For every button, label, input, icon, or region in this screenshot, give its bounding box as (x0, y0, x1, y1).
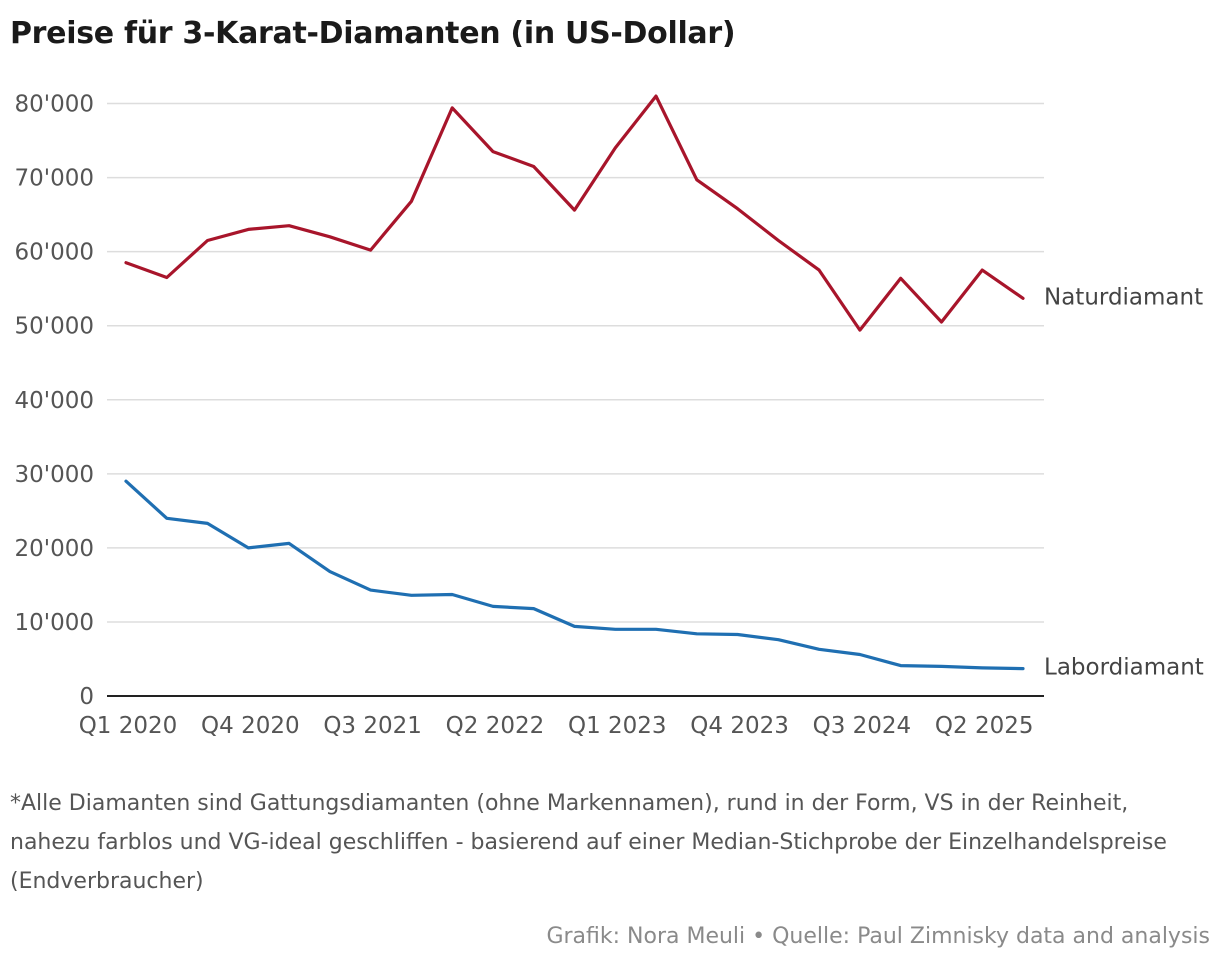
x-tick-label: Q3 2021 (323, 713, 422, 739)
series-lines (124, 94, 1025, 671)
x-tick-label: Q3 2024 (813, 713, 912, 739)
x-axis-ticks: Q1 2020 Q4 2020 Q3 2021 Q2 2022 Q1 2023 Q4 20… (79, 713, 1034, 739)
y-axis-ticks: 0 10'000 20'000 30'000 40'000 50'000 60'000 70'… (15, 92, 95, 711)
series-label-labordiamant: Labordiamant (1044, 655, 1204, 681)
series-line-labordiamant (124, 479, 1025, 671)
x-tick-label: Q4 2020 (201, 713, 300, 739)
y-tick-label: 80'000 (15, 92, 95, 118)
series-label-naturdiamant: Naturdiamant (1044, 284, 1203, 310)
y-tick-label: 0 (79, 684, 94, 710)
line-chart: 0 10'000 20'000 30'000 40'000 50'000 60'000 70'… (15, 92, 1204, 740)
footnote: *Alle Diamanten sind Gattungsdiamanten (… (10, 791, 1167, 894)
y-tick-label: 60'000 (15, 240, 95, 266)
x-tick-label: Q2 2022 (446, 713, 545, 739)
y-tick-label: 70'000 (15, 166, 95, 192)
y-tick-label: 40'000 (15, 388, 95, 414)
x-tick-label: Q1 2020 (79, 713, 178, 739)
x-tick-label: Q4 2023 (690, 713, 789, 739)
x-tick-label: Q2 2025 (935, 713, 1034, 739)
series-labels: Naturdiamant Labordiamant (1044, 284, 1204, 680)
series-line-naturdiamant (124, 94, 1025, 332)
y-tick-label: 20'000 (15, 536, 95, 562)
gridlines (107, 102, 1044, 697)
x-tick-label: Q1 2023 (568, 713, 667, 739)
y-tick-label: 10'000 (15, 610, 95, 636)
source-credit: Grafik: Nora Meuli • Quelle: Paul Zimnis… (546, 924, 1210, 949)
y-tick-label: 30'000 (15, 462, 95, 488)
y-tick-label: 50'000 (15, 314, 95, 340)
chart-title: Preise für 3-Karat-Diamanten (in US-Doll… (10, 16, 736, 51)
